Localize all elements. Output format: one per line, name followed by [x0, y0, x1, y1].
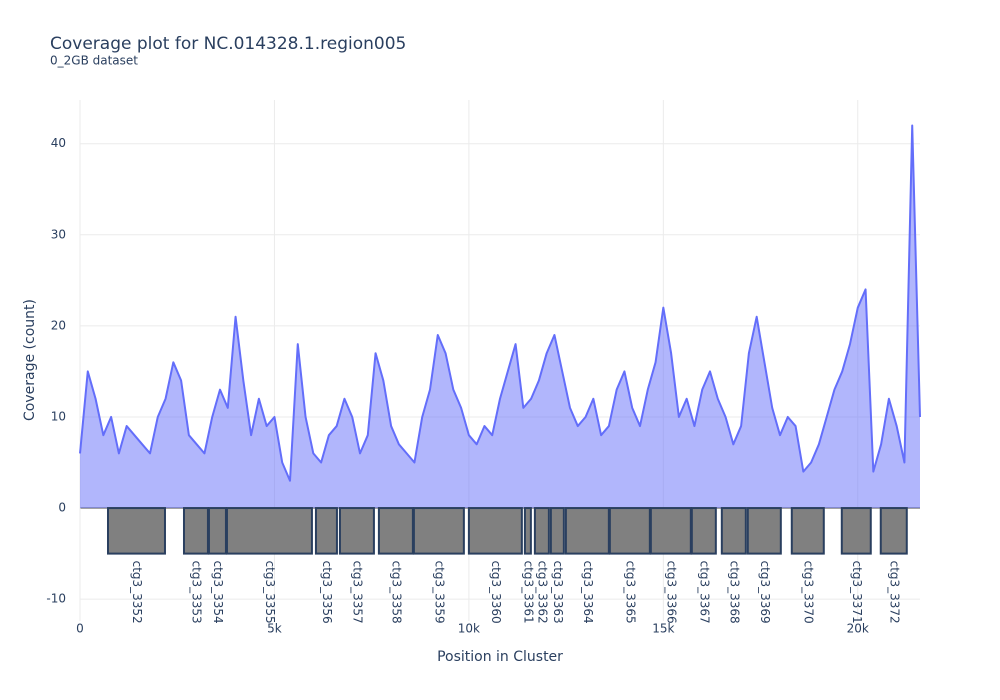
gene-label: ctg3_3355	[263, 561, 277, 624]
gene-label: ctg3_3372	[887, 561, 901, 624]
gene-label: ctg3_3352	[130, 561, 144, 624]
gene-box	[690, 507, 717, 555]
gene-box	[879, 507, 908, 555]
gene-box	[564, 507, 610, 555]
y-tick-label: 30	[51, 227, 66, 241]
y-tick-label: 40	[51, 136, 66, 150]
y-tick-label: 10	[51, 409, 66, 423]
gene-box	[549, 507, 565, 555]
x-axis-title: Position in Cluster	[437, 649, 563, 665]
y-axis-title: Coverage (count)	[22, 299, 38, 421]
gene-box	[225, 507, 313, 555]
gene-label: ctg3_3366	[664, 561, 678, 624]
x-tick-label: 20k	[847, 622, 869, 636]
y-tick-label: 20	[51, 318, 66, 332]
gene-box	[533, 507, 550, 555]
gene-box	[720, 507, 747, 555]
gene-label: ctg3_3370	[801, 561, 815, 624]
gene-box	[207, 507, 227, 555]
gene-box	[338, 507, 375, 555]
gene-label: ctg3_3359	[432, 561, 446, 624]
y-tick-label: 0	[58, 501, 66, 515]
coverage-area	[80, 125, 920, 509]
gene-label: ctg3_3360	[489, 561, 503, 624]
gene-label: ctg3_3362	[535, 561, 549, 624]
x-tick-label: 10k	[458, 622, 480, 636]
x-tick-label: 5k	[267, 622, 282, 636]
gene-label: ctg3_3367	[697, 561, 711, 624]
gene-label: ctg3_3364	[581, 561, 595, 624]
chart-subtitle: 0_2GB dataset	[50, 54, 138, 68]
gene-box	[523, 507, 532, 555]
gene-label: ctg3_3369	[758, 561, 772, 624]
chart-title: Coverage plot for NC.014328.1.region005	[50, 34, 406, 54]
gene-box	[649, 507, 692, 555]
gene-box	[790, 507, 825, 555]
coverage-line	[79, 124, 921, 482]
gene-label: ctg3_3371	[850, 561, 864, 624]
gene-box	[107, 507, 166, 555]
y-tick-label: -10	[46, 592, 66, 606]
gene-label: ctg3_3358	[389, 561, 403, 624]
gene-label: ctg3_3361	[521, 561, 535, 624]
gene-box	[182, 507, 209, 555]
gene-label: ctg3_3354	[211, 561, 225, 624]
gene-label: ctg3_3368	[727, 561, 741, 624]
gene-label: ctg3_3357	[350, 561, 364, 624]
gene-box	[467, 507, 523, 555]
gene-box	[314, 507, 338, 555]
x-tick-label: 15k	[652, 622, 674, 636]
gene-box	[377, 507, 414, 555]
x-tick-label: 0	[76, 622, 84, 636]
gene-box	[608, 507, 651, 555]
gene-label: ctg3_3363	[551, 561, 565, 624]
gene-box	[412, 507, 465, 555]
gene-box	[840, 507, 872, 555]
gene-label: ctg3_3365	[623, 561, 637, 624]
gene-label: ctg3_3356	[320, 561, 334, 624]
gene-box	[746, 507, 782, 555]
gene-label: ctg3_3353	[189, 561, 203, 624]
